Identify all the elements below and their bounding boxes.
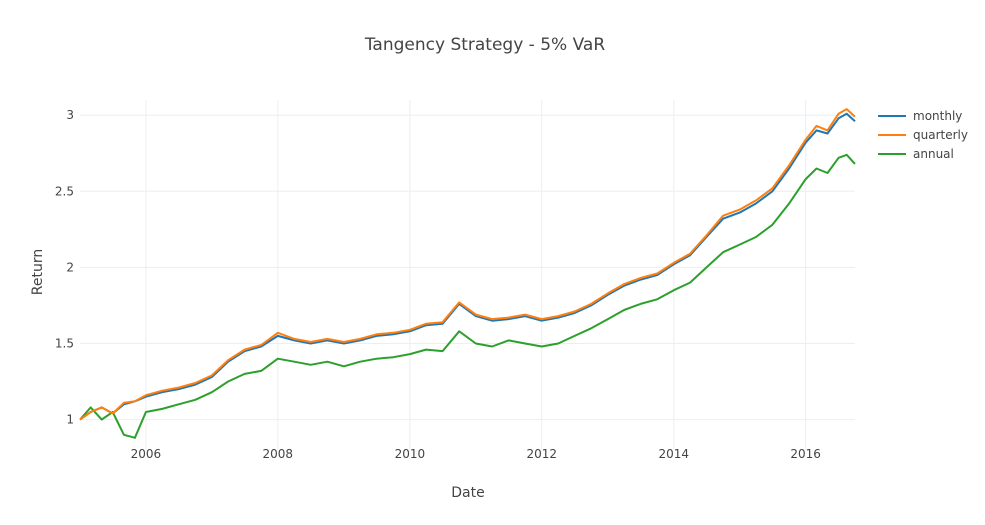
legend-label-monthly: monthly xyxy=(913,109,962,123)
x-tick-label: 2016 xyxy=(790,447,821,461)
y-axis-ticks: 1 1.5 2 2.5 3 xyxy=(55,108,74,426)
series-line-monthly xyxy=(79,112,856,421)
x-tick-label: 2012 xyxy=(526,447,557,461)
grid xyxy=(80,100,855,450)
x-axis-ticks: 2006 2008 2010 2012 2014 2016 xyxy=(131,447,821,461)
y-tick-label: 2.5 xyxy=(55,184,74,198)
legend: monthly quarterly annual xyxy=(878,109,968,161)
legend-label-quarterly: quarterly xyxy=(913,128,968,142)
chart-title: Tangency Strategy - 5% VaR xyxy=(364,35,605,55)
x-tick-label: 2006 xyxy=(131,447,162,461)
x-tick-label: 2014 xyxy=(659,447,690,461)
x-tick-label: 2008 xyxy=(263,447,294,461)
legend-label-annual: annual xyxy=(913,147,954,161)
series-line-quarterly xyxy=(79,108,856,421)
series-lines xyxy=(79,108,856,439)
y-tick-label: 3 xyxy=(66,108,74,122)
y-axis-title: Return xyxy=(30,249,46,295)
series-line-annual xyxy=(79,153,856,439)
x-axis-title: Date xyxy=(451,485,484,501)
y-tick-label: 1.5 xyxy=(55,336,74,350)
x-tick-label: 2010 xyxy=(395,447,426,461)
y-tick-label: 2 xyxy=(66,260,74,274)
y-tick-label: 1 xyxy=(66,413,74,427)
